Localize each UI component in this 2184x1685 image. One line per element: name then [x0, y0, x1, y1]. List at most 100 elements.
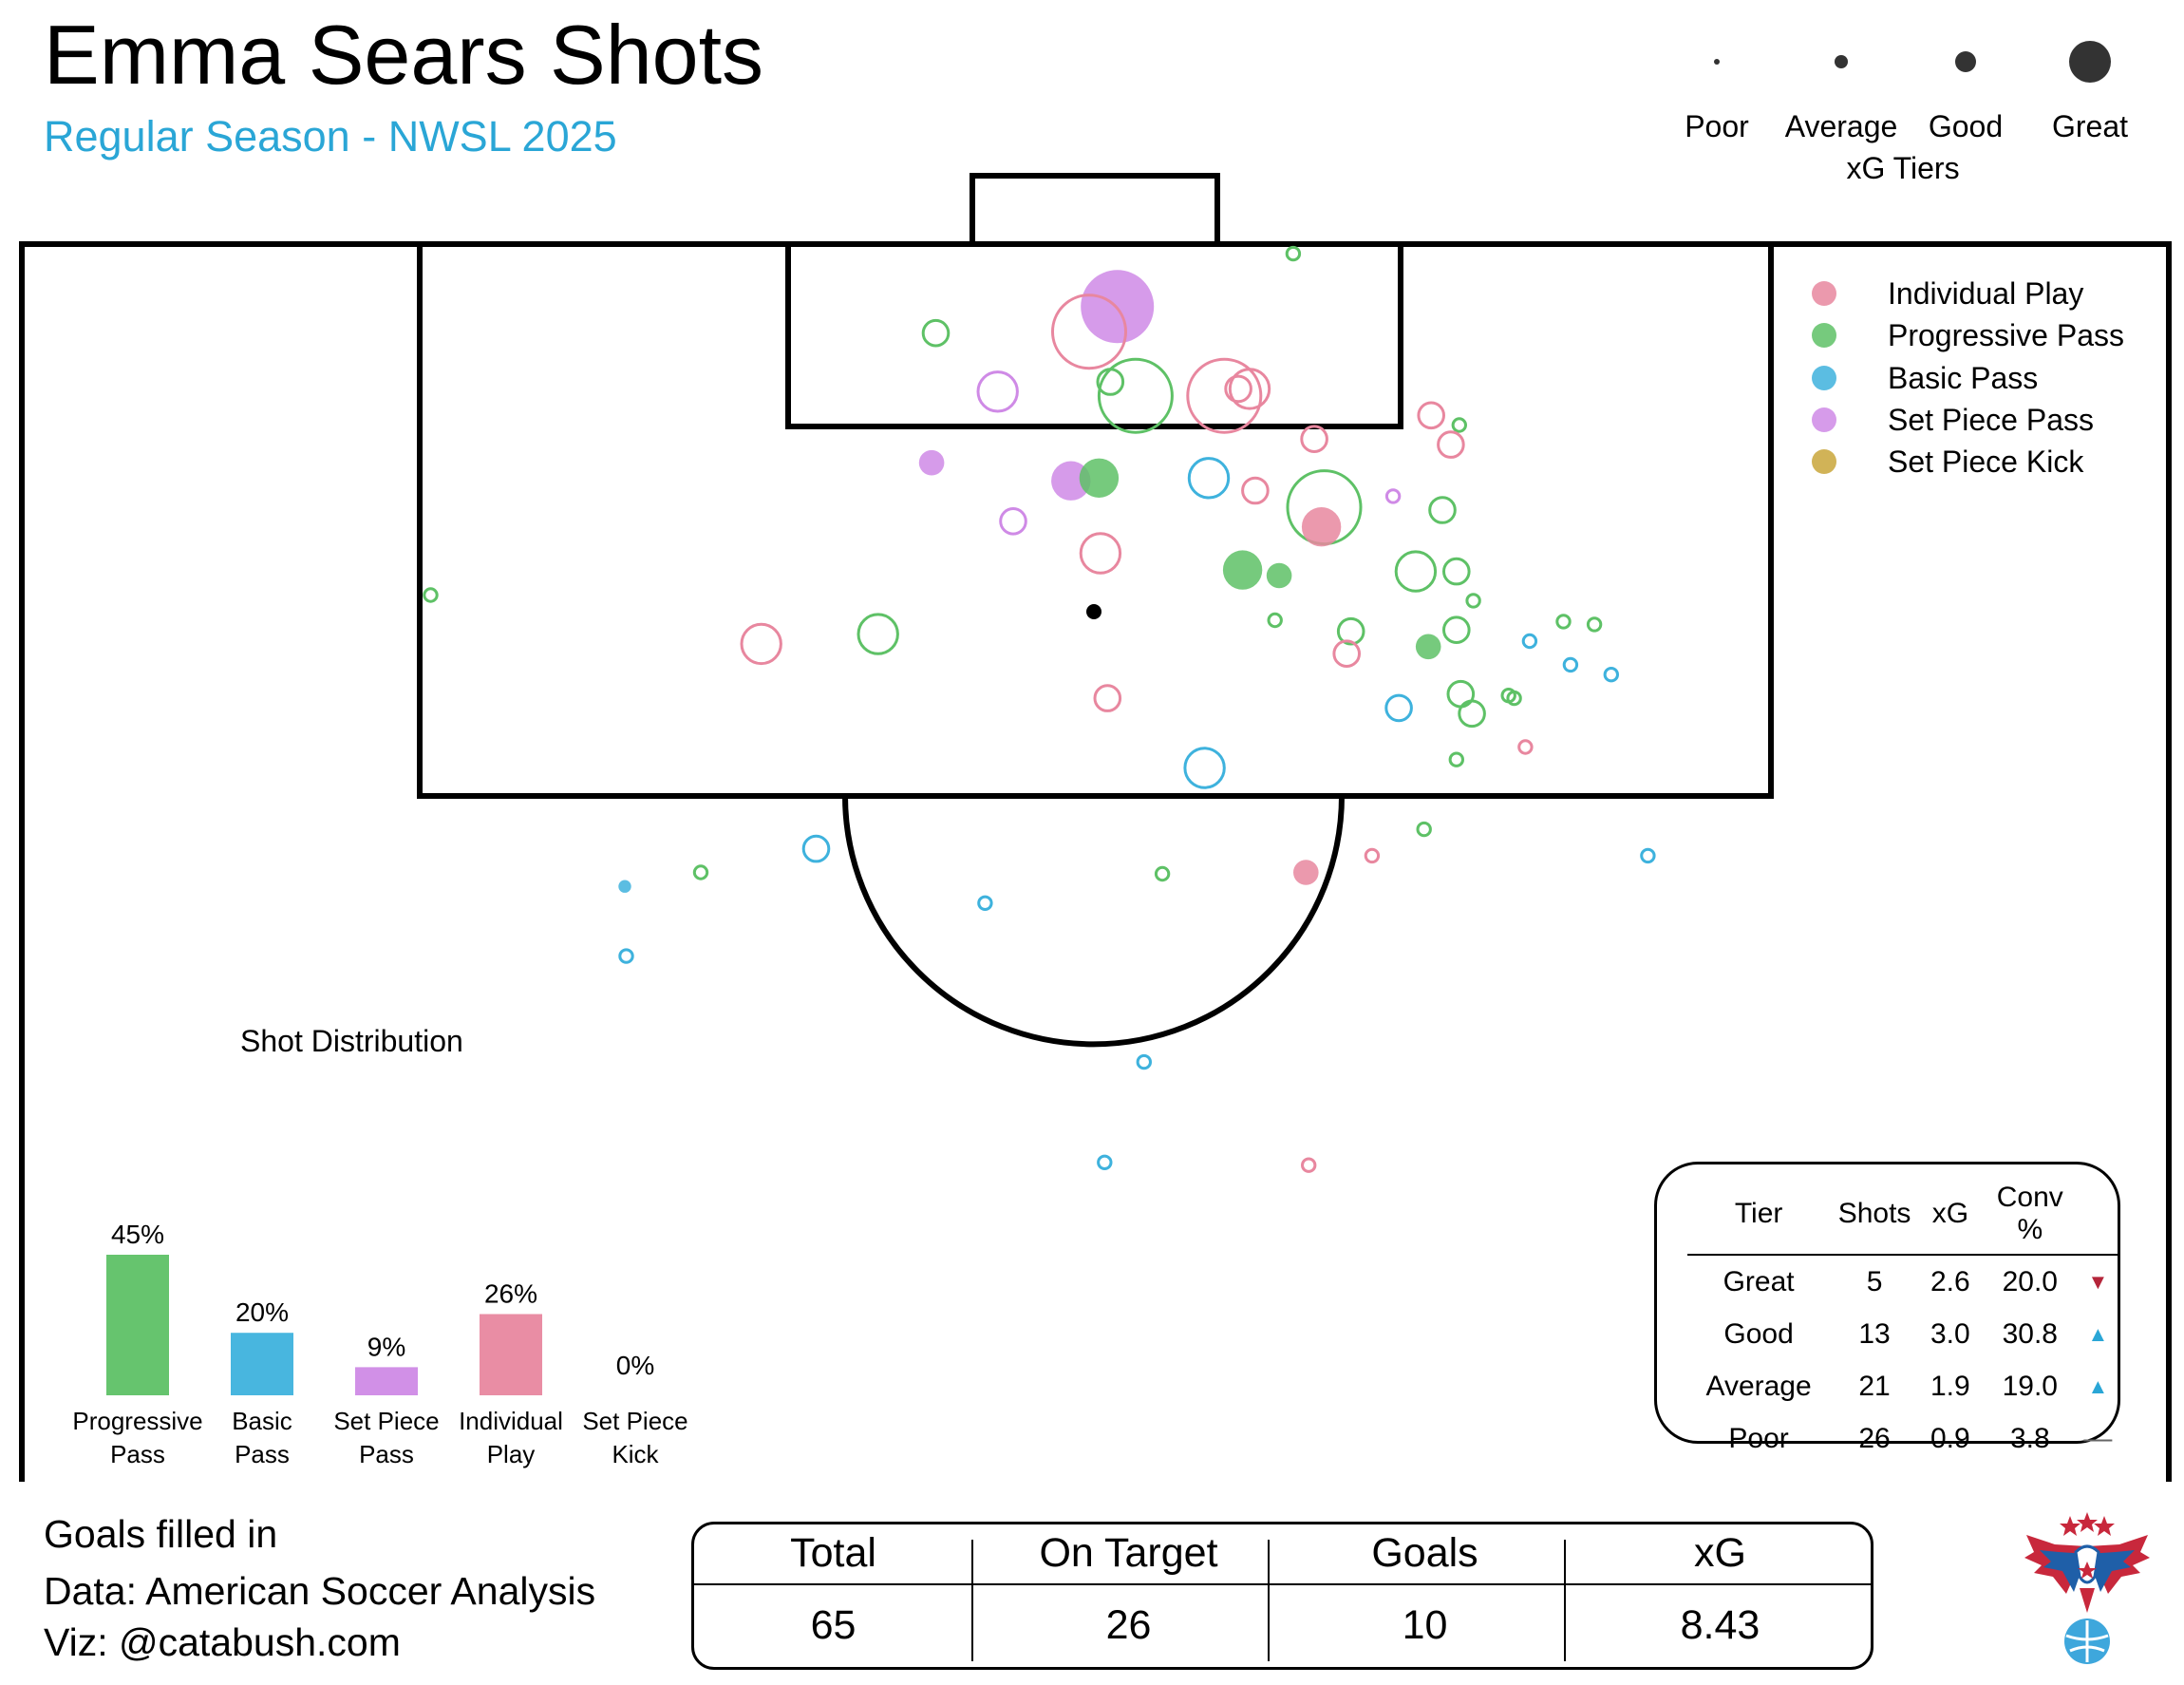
shot-point-41 — [423, 587, 439, 603]
trend-up-icon: ▲ — [2087, 1373, 2109, 1398]
xg-legend-label-good: Good — [1929, 109, 2003, 143]
shots-cell: 26 — [1858, 1422, 1891, 1454]
shot-point-24 — [999, 507, 1027, 536]
table-row: Great 5 2.6 20.0 ▼ — [1687, 1255, 2118, 1308]
shot-point-9 — [1228, 368, 1271, 410]
distribution-title: Shot Distribution — [240, 1024, 463, 1058]
conv-cell: 3.8 — [2009, 1422, 2050, 1454]
shot-point-1 — [1285, 245, 1302, 262]
shot-point-19 — [1241, 476, 1270, 505]
shot-point-35 — [1415, 634, 1441, 660]
distribution-value-label: 0% — [616, 1351, 654, 1380]
chart-title: Emma Sears Shots — [44, 8, 764, 102]
summary-header-goals: Goals — [1371, 1530, 1478, 1576]
summary-header-on-target: On Target — [1039, 1530, 1218, 1576]
six-yard-box — [785, 241, 1403, 429]
shot-point-22 — [1301, 507, 1342, 547]
goal — [970, 173, 1220, 247]
chart-subtitle: Regular Season - NWSL 2025 — [44, 112, 617, 161]
xg-legend-label-great: Great — [2052, 109, 2128, 143]
distribution-category-label: Play — [487, 1440, 536, 1468]
penalty-spot — [1086, 604, 1101, 619]
shot-point-50 — [1517, 739, 1534, 755]
table-row: Good 13 3.0 30.8 ▲ — [1687, 1308, 2118, 1360]
shot-point-10 — [1224, 374, 1252, 404]
table-row: Poor 26 0.9 3.8 — — [1687, 1412, 2118, 1465]
xg-legend-marker-good — [1955, 51, 1976, 72]
xg-legend-label-average: Average — [1785, 109, 1898, 143]
type-legend-label-basic-pass: Basic Pass — [1888, 361, 2038, 395]
shot-distribution-chart: Shot Distribution 45% Progressive Pass 20% B… — [72, 1024, 687, 1468]
shots-header: Shots — [1830, 1182, 1919, 1256]
shot-point-59 — [1293, 860, 1319, 885]
shot-point-64 — [1097, 1154, 1113, 1171]
trend-flat-icon: — — [2083, 1422, 2113, 1454]
conv-cell: 19.0 — [2002, 1370, 2058, 1402]
distribution-bar — [355, 1367, 418, 1395]
shot-point-14 — [1437, 430, 1465, 459]
shot-point-8 — [1186, 357, 1263, 434]
trend-header — [2078, 1182, 2118, 1256]
xg-legend-marker-poor — [1714, 59, 1720, 65]
distribution-category-label: Progressive — [72, 1407, 202, 1435]
xg-cell: 2.6 — [1930, 1265, 1970, 1297]
xg-cell: 1.9 — [1930, 1370, 1970, 1402]
type-legend-marker-set-piece-pass — [1812, 407, 1836, 432]
summary-value-goals: 10 — [1402, 1602, 1448, 1648]
xg-tier-legend: Poor Average Good Great xG Tiers — [1685, 41, 2128, 185]
shots-layer — [423, 245, 1656, 1173]
distribution-category-label: Pass — [359, 1440, 414, 1468]
summary-column-divider — [1268, 1540, 1270, 1661]
goals-note: Goals filled in — [44, 1512, 278, 1556]
distribution-category-label: Kick — [612, 1440, 659, 1468]
shot-point-2 — [921, 318, 951, 348]
shot-point-51 — [1448, 751, 1465, 767]
shot-point-25 — [1079, 532, 1122, 575]
penalty-arc — [842, 795, 1345, 1048]
distribution-category-label: Individual — [459, 1407, 563, 1435]
shot-point-26 — [1222, 550, 1263, 590]
shot-type-legend: Individual Play Progressive Pass Basic P… — [1812, 276, 2124, 479]
shot-point-53 — [801, 834, 831, 863]
shot-point-65 — [1301, 1157, 1317, 1173]
shot-point-7 — [976, 370, 1019, 413]
xg-tier-table: Tier Shots xG Conv % Great 5 2.6 20.0 ▼ … — [1654, 1162, 2120, 1454]
shot-point-39 — [1562, 656, 1579, 673]
xg-legend-marker-great — [2069, 41, 2111, 83]
type-legend-label-individual-play: Individual Play — [1888, 276, 2083, 311]
shot-point-44 — [1093, 684, 1122, 712]
shot-point-61 — [977, 895, 993, 911]
xg-cell: 3.0 — [1930, 1317, 1970, 1350]
distribution-bars: 45% Progressive Pass 20% Basic Pass 9% Set Piec… — [72, 1220, 687, 1468]
data-credit: Data: American Soccer Analysis — [44, 1569, 596, 1613]
shot-point-6 — [1097, 357, 1174, 434]
shot-point-29 — [1442, 557, 1471, 586]
trend-up-icon: ▲ — [2087, 1321, 2109, 1346]
shot-point-12 — [1451, 417, 1468, 433]
distribution-bar — [231, 1333, 293, 1395]
shot-point-11 — [1417, 401, 1445, 430]
pitch-markings — [19, 173, 2172, 1482]
shot-point-56 — [1416, 821, 1432, 838]
tier-cell: Poor — [1728, 1422, 1789, 1454]
tier-table-header-row: Tier Shots xG Conv % — [1687, 1182, 2118, 1256]
shot-point-30 — [1465, 593, 1481, 609]
shot-point-49 — [1506, 690, 1522, 707]
shot-point-52 — [1183, 747, 1226, 789]
summary-value-total: 65 — [810, 1602, 857, 1648]
shot-point-33 — [1332, 639, 1361, 669]
shot-point-15 — [918, 449, 945, 476]
shot-point-4 — [1051, 293, 1127, 370]
shot-point-57 — [1364, 847, 1381, 864]
distribution-value-label: 20% — [235, 1297, 289, 1327]
shot-point-38 — [1586, 616, 1603, 633]
shot-point-45 — [1384, 693, 1413, 723]
tier-cell: Good — [1723, 1317, 1794, 1350]
summary-table: Total On Target Goals xG 65 26 10 8.43 — [691, 1522, 1873, 1670]
xg-legend-label-poor: Poor — [1685, 109, 1749, 143]
summary-value-xg: 8.43 — [1680, 1602, 1760, 1648]
shot-point-54 — [692, 864, 709, 880]
type-legend-marker-progressive-pass — [1812, 323, 1836, 348]
distribution-category-label: Pass — [110, 1440, 165, 1468]
